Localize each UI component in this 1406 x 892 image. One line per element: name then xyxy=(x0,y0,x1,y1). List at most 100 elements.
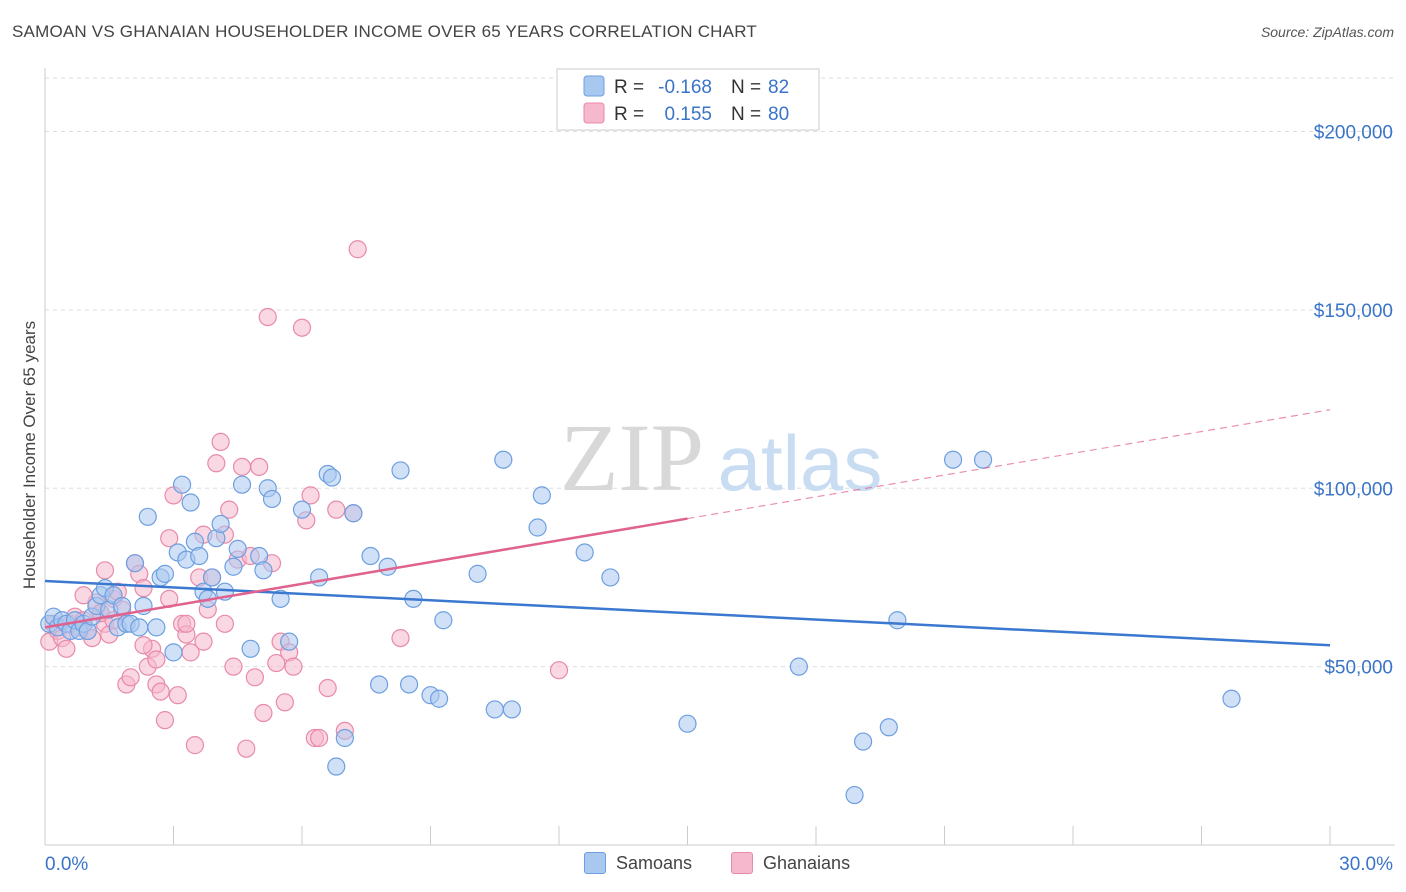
samoan-point xyxy=(147,618,166,637)
samoan-point xyxy=(228,539,247,559)
x-tick-label-max: 30.0% xyxy=(1339,854,1393,875)
axes xyxy=(44,68,1395,846)
samoan-point xyxy=(361,546,380,566)
samoan-point xyxy=(575,543,594,562)
samoan-point xyxy=(879,718,898,737)
ghanaian-point xyxy=(301,486,320,505)
samoan-point xyxy=(130,618,149,637)
samoan-point xyxy=(292,500,312,519)
ghanaian-point xyxy=(348,240,367,259)
samoan-point xyxy=(232,475,252,494)
samoans-trend-line xyxy=(44,579,1331,647)
ghanaian-point xyxy=(327,500,346,519)
ghanaian-point xyxy=(318,678,337,698)
samoan-point xyxy=(310,568,329,587)
ghanaian-point xyxy=(207,454,226,473)
ghanaian-point xyxy=(134,636,153,655)
ghanaian-point xyxy=(224,657,243,676)
samoans-swatch xyxy=(584,852,606,874)
x-tick-label-min: 0.0% xyxy=(45,854,88,875)
legend-r-label-2: R = xyxy=(614,104,644,125)
legend-item-ghanaians: Ghanaians xyxy=(731,852,850,874)
ghanaian-point xyxy=(168,686,187,705)
legend-box: R = -0.168 N = 82 R = 0.155 N = 80 xyxy=(556,68,820,131)
samoan-point xyxy=(854,732,873,751)
samoan-point xyxy=(271,589,290,608)
ghanaian-point xyxy=(292,318,312,337)
ghanaian-point xyxy=(237,739,256,758)
ghanaian-point xyxy=(194,632,213,651)
ghanaian-point xyxy=(155,711,175,730)
samoan-point xyxy=(254,561,273,580)
samoan-point xyxy=(172,475,192,494)
legend-n-value-2: 80 xyxy=(768,104,789,125)
samoan-point xyxy=(485,700,504,719)
ghanaian-point xyxy=(245,668,264,687)
samoan-point xyxy=(280,632,299,651)
ghanaians-trend-line xyxy=(44,517,688,629)
y-tick-labels: $50,000 $100,000 $150,000 $200,000 xyxy=(1314,123,1393,679)
ghanaian-point xyxy=(121,668,140,687)
samoan-point xyxy=(241,639,260,658)
samoan-point xyxy=(399,675,419,694)
samoan-point xyxy=(845,785,864,805)
samoan-point xyxy=(468,564,487,583)
legend-r-label-1: R = xyxy=(614,77,644,98)
samoan-point xyxy=(138,507,157,526)
ghanaian-point xyxy=(215,614,234,633)
ghanaian-point xyxy=(211,432,230,451)
samoan-point xyxy=(678,714,697,733)
ghanaian-point xyxy=(267,653,286,673)
samoan-point xyxy=(164,643,183,662)
ghanaian-point xyxy=(160,529,179,548)
legend-n-value-1: 82 xyxy=(768,77,789,98)
chart-title: SAMOAN VS GHANAIAN HOUSEHOLDER INCOME OV… xyxy=(12,22,757,41)
ghanaian-point xyxy=(134,579,153,598)
samoan-point xyxy=(429,689,449,708)
chart-source: Source: ZipAtlas.com xyxy=(1260,24,1394,40)
legend-swatch-samoans xyxy=(583,75,605,97)
samoan-point xyxy=(370,675,389,694)
ghanaian-point xyxy=(95,561,115,580)
samoan-point xyxy=(112,596,132,616)
samoan-point xyxy=(202,568,222,587)
samoan-point xyxy=(502,700,521,719)
samoan-point xyxy=(528,518,547,537)
samoan-point xyxy=(125,554,145,573)
samoan-point xyxy=(190,546,209,566)
legend-swatch-ghanaians xyxy=(583,102,605,124)
ghanaian-point xyxy=(151,682,170,701)
ghanaian-point xyxy=(250,457,269,476)
samoan-point xyxy=(391,461,410,480)
legend-n-label-2: N = xyxy=(731,104,761,125)
samoan-point xyxy=(327,757,346,776)
watermark-atlas: atlas xyxy=(718,419,883,507)
samoan-point xyxy=(224,557,243,576)
y-tick-label: $200,000 xyxy=(1314,123,1393,144)
samoan-point xyxy=(335,728,354,748)
ghanaians-swatch xyxy=(731,852,753,874)
samoan-point xyxy=(155,564,175,583)
samoan-point xyxy=(494,450,513,469)
ghanaian-point xyxy=(57,639,76,658)
ghanaian-point xyxy=(258,307,277,327)
ghanaian-point xyxy=(284,657,303,676)
ghanaian-point xyxy=(177,614,196,633)
ghanaian-point xyxy=(275,693,294,712)
ghanaians-points xyxy=(40,240,569,758)
samoan-point xyxy=(181,493,200,512)
y-tick-label: $100,000 xyxy=(1314,479,1393,500)
samoan-point xyxy=(601,568,620,587)
legend-n-label-1: N = xyxy=(731,77,761,98)
samoans-label: Samoans xyxy=(616,852,693,873)
ghanaian-point xyxy=(549,661,569,680)
ghanaian-point xyxy=(220,500,239,519)
ghanaian-point xyxy=(185,736,205,755)
grid-lines xyxy=(45,77,1395,668)
samoan-point xyxy=(262,489,282,509)
samoan-point xyxy=(532,486,551,505)
ghanaians-label: Ghanaians xyxy=(763,852,851,873)
ghanaian-point xyxy=(147,650,166,669)
samoan-point xyxy=(322,468,342,487)
